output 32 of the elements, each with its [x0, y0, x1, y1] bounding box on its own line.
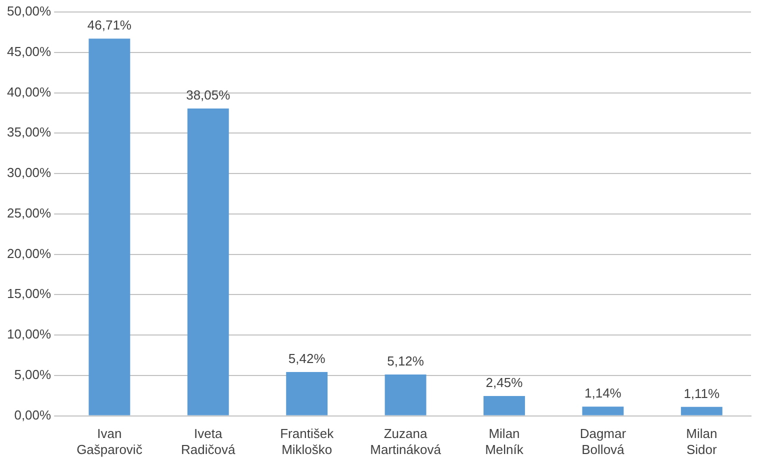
- y-tick-label: 45,00%: [6, 44, 52, 59]
- y-tick-label: 20,00%: [6, 246, 52, 261]
- y-tick-label: 50,00%: [6, 4, 52, 19]
- y-tick-label: 0,00%: [14, 407, 52, 422]
- data-label: 1,11%: [684, 386, 720, 401]
- bar: [88, 38, 130, 416]
- y-tick-label: 25,00%: [6, 205, 52, 220]
- bar: [384, 374, 426, 416]
- x-tick-label: Milan Sidor: [686, 426, 718, 457]
- data-label: 2,45%: [486, 375, 524, 390]
- x-tick-label: Iveta Radičová: [181, 426, 236, 457]
- y-tick-label: 10,00%: [6, 326, 52, 342]
- x-tick-label: Dagmar Bollová: [580, 426, 627, 457]
- data-label: 38,05%: [186, 88, 231, 103]
- y-tick-label: 15,00%: [6, 286, 52, 302]
- bar: [187, 108, 229, 416]
- bar: [680, 406, 722, 416]
- data-label: 1,14%: [584, 386, 622, 401]
- y-tick-label: 35,00%: [6, 124, 52, 140]
- x-tick-label: Milan Melník: [485, 426, 524, 457]
- x-tick-label: František Mikloško: [280, 426, 334, 457]
- bar: [582, 406, 624, 416]
- bar: [484, 396, 525, 416]
- y-tick-label: 5,00%: [14, 367, 52, 382]
- x-tick-label: Zuzana Martináková: [370, 426, 442, 457]
- data-label: 5,12%: [387, 354, 424, 369]
- data-label: 5,42%: [288, 351, 326, 366]
- x-tick-label: Ivan Gašparovič: [76, 426, 143, 457]
- bar: [286, 372, 328, 416]
- y-tick-label: 40,00%: [6, 84, 52, 100]
- y-tick-label: 30,00%: [6, 165, 52, 180]
- data-label: 46,71%: [87, 18, 132, 33]
